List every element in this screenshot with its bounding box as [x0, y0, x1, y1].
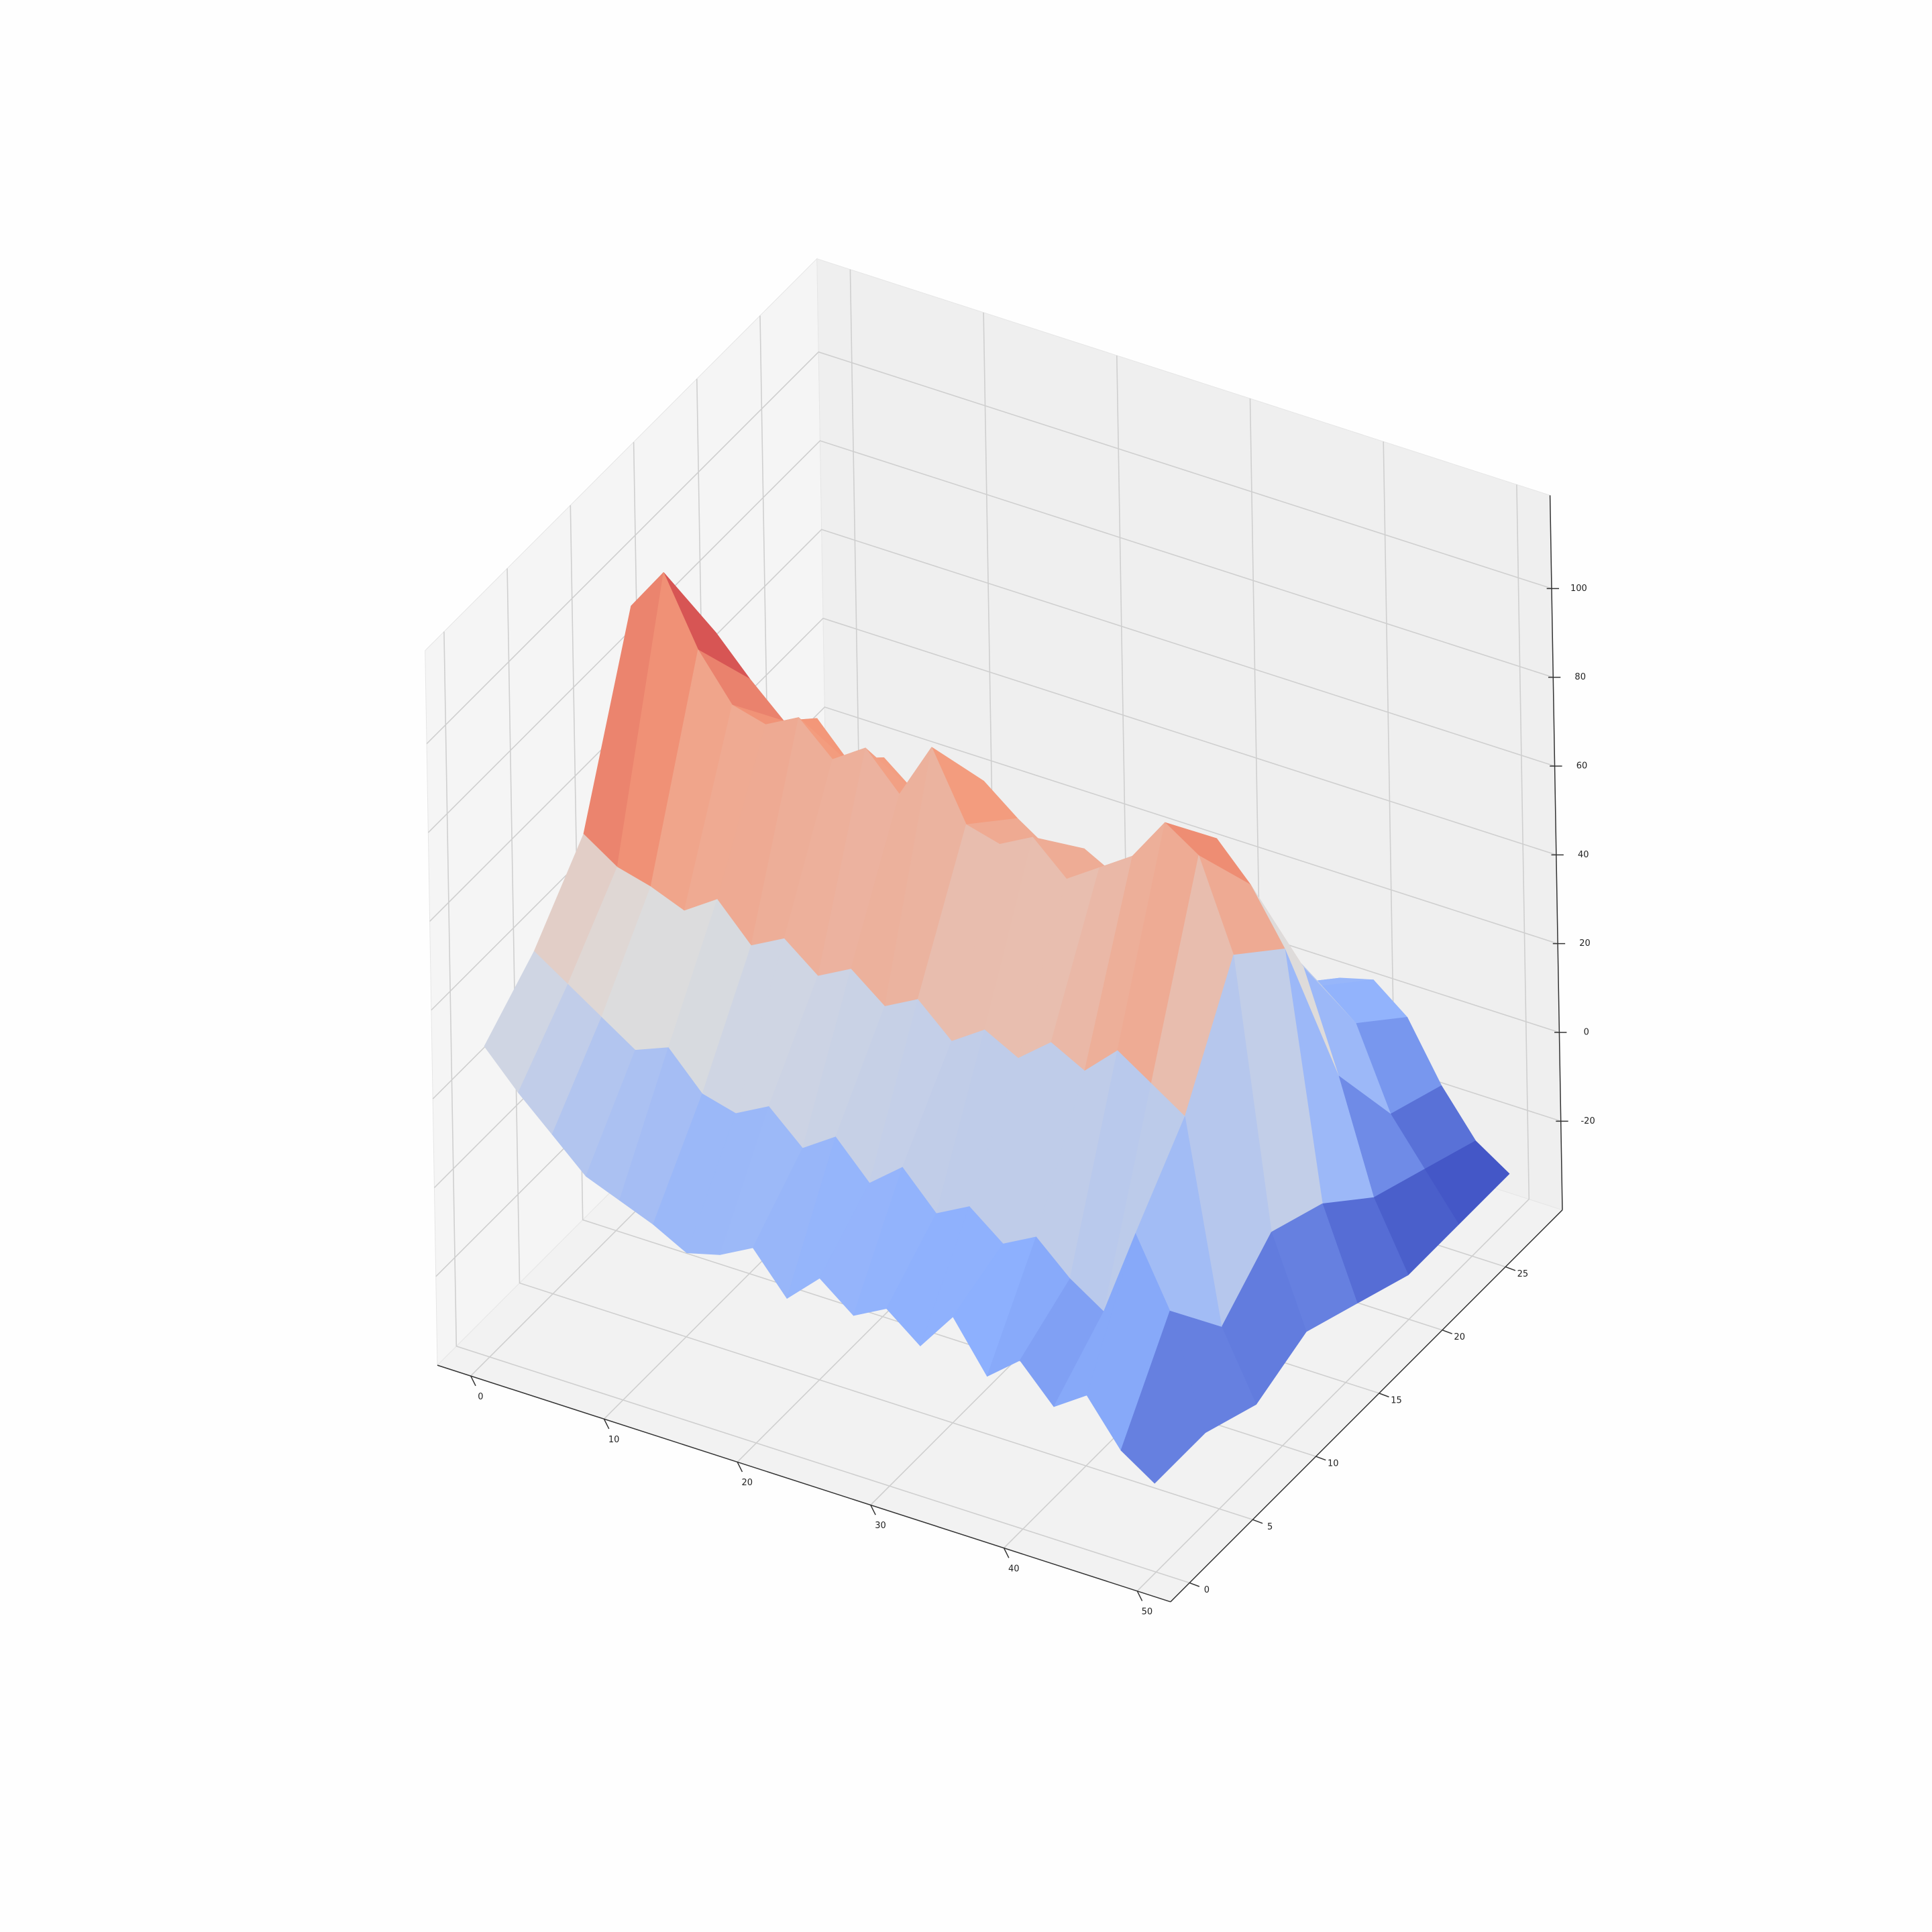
z-grid-line: [426, 351, 1552, 745]
y-tick-label: 5: [1267, 1522, 1273, 1532]
x-tick-label: 30: [875, 1521, 886, 1531]
x-tick-label: 20: [742, 1478, 753, 1488]
y-tick-label: 15: [1391, 1395, 1402, 1405]
z-grid-line: [431, 617, 1557, 1011]
x-tick-label: 10: [608, 1435, 620, 1445]
y-grid-line: [506, 568, 1253, 1521]
x-tick: [603, 1418, 610, 1430]
z-tick-label: 0: [1584, 1028, 1589, 1038]
z-tick-label: 20: [1579, 938, 1591, 949]
x-grid-line: [1136, 484, 1530, 1592]
x-tick: [1003, 1548, 1010, 1558]
z-tick-label: 80: [1574, 672, 1586, 682]
y-tick: [1316, 1456, 1326, 1461]
y-grid-line: [443, 631, 1190, 1584]
x-tick-label: 50: [1142, 1607, 1153, 1617]
y-tick: [1189, 1582, 1200, 1587]
y-tick-label: 10: [1328, 1459, 1339, 1469]
z-tick-label: -20: [1580, 1116, 1595, 1126]
y-tick: [1379, 1393, 1389, 1398]
x-tick: [470, 1375, 476, 1387]
y-axis-line: [1170, 1210, 1563, 1603]
x-tick: [1136, 1591, 1143, 1601]
y-tick-label: 0: [1204, 1585, 1210, 1595]
x-tick: [870, 1505, 876, 1515]
x-tick-label: 40: [1008, 1564, 1020, 1574]
z-grid-line: [427, 440, 1554, 833]
z-tick-label: 40: [1578, 850, 1589, 860]
y-tick: [1252, 1519, 1263, 1524]
z-tick-label: 60: [1576, 761, 1588, 771]
surface-facet: [1120, 1310, 1205, 1484]
y-tick-label: 25: [1517, 1269, 1529, 1279]
z-tick-label: 100: [1570, 584, 1587, 594]
x-tick-label: 0: [478, 1392, 483, 1402]
y-tick-label: 20: [1454, 1332, 1465, 1342]
x-tick: [737, 1462, 743, 1472]
z-grid-line: [429, 529, 1555, 922]
x-axis-line: [437, 1364, 1171, 1603]
y-tick: [1442, 1329, 1452, 1334]
z-axis-line: [1549, 495, 1563, 1210]
y-tick: [1505, 1266, 1516, 1271]
